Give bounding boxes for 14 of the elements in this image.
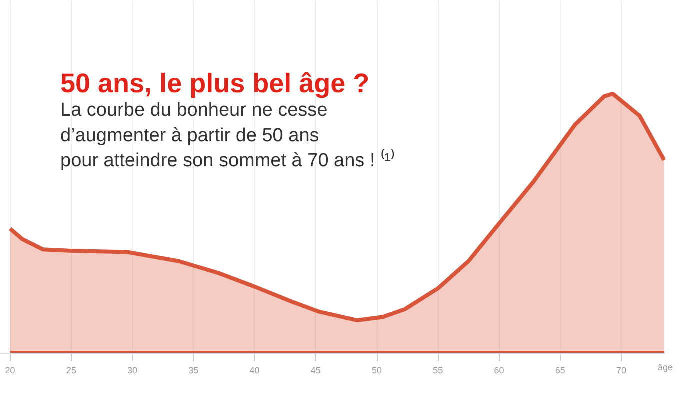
chart-title: 50 ans, le plus bel âge ? (60, 68, 370, 98)
x-tick-label: 45 (310, 366, 321, 376)
x-tick-label: 40 (250, 366, 260, 376)
x-tick-label: 65 (555, 366, 566, 376)
x-tick-label: 25 (66, 366, 76, 376)
x-axis-title: âge (658, 362, 674, 372)
x-tick-label: 20 (5, 366, 16, 376)
x-tick-label: 35 (188, 366, 199, 376)
x-tick-label: 55 (433, 366, 444, 376)
x-tick-label: 50 (372, 366, 382, 376)
x-tick-label: 60 (494, 366, 504, 376)
text: La courbe du bonheur ne cesse d’augmenter à partir de 50 ans pour atteindre son sommet à 70 ans ! ⁽¹⁾ (60, 100, 395, 172)
x-tick-label: 30 (128, 366, 138, 376)
x-tick-label: 70 (616, 366, 627, 376)
